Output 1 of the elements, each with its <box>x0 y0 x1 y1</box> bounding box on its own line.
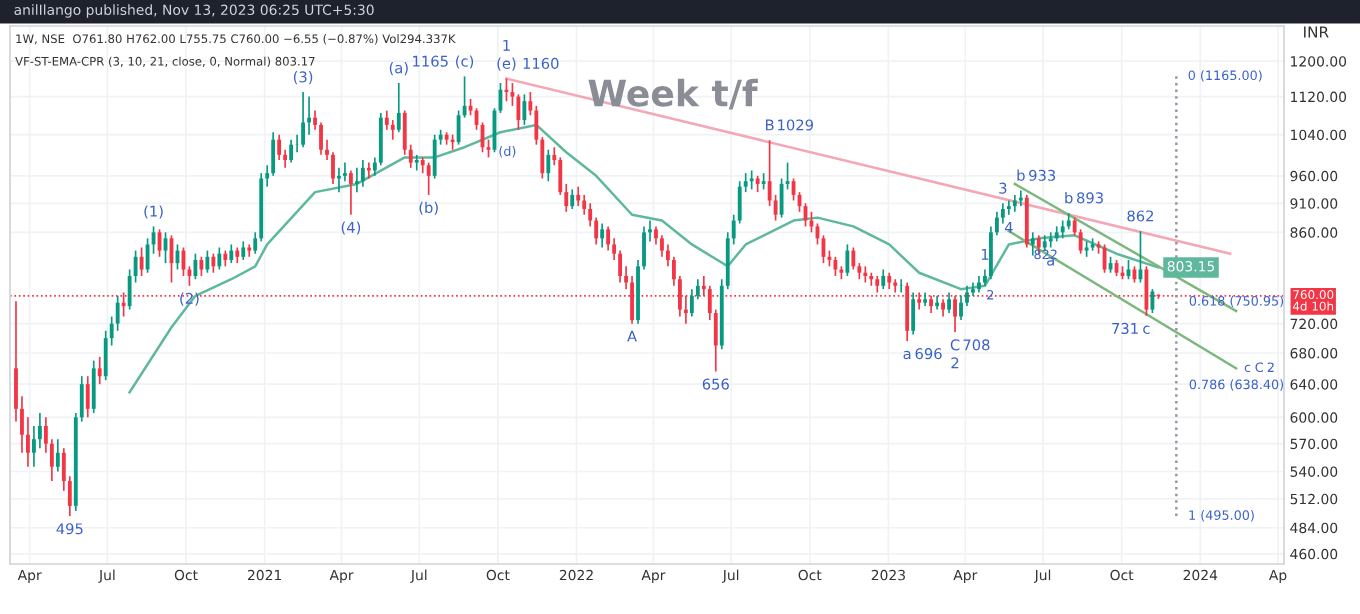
text: Week t/f <box>588 78 758 110</box>
